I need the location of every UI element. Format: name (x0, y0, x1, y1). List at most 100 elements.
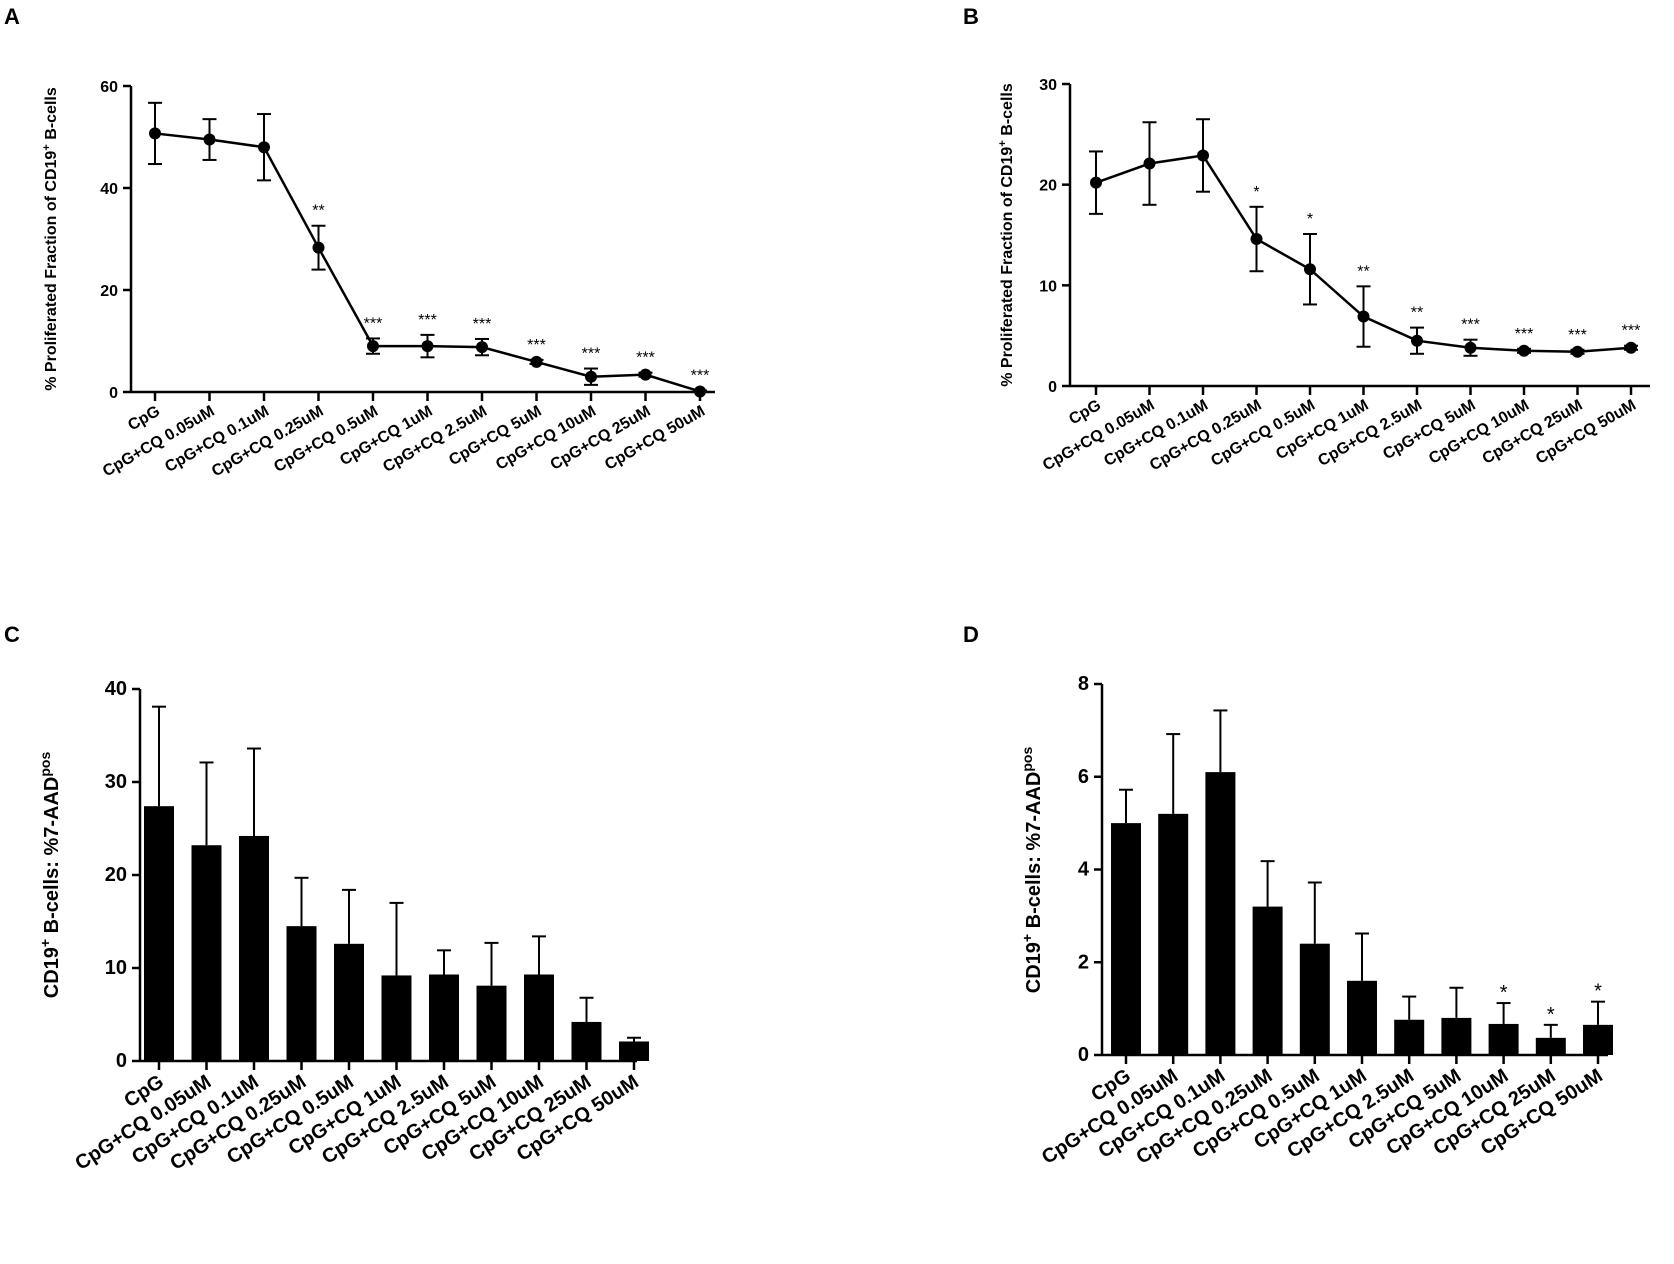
significance-marker: * (1500, 982, 1508, 1004)
y-tick-label: 40 (105, 678, 127, 700)
significance-marker: ** (312, 203, 324, 220)
y-tick-label: 20 (100, 283, 118, 300)
data-point (149, 127, 161, 140)
significance-marker: *** (364, 315, 383, 332)
data-point (421, 340, 434, 353)
y-tick-label: 4 (1078, 859, 1090, 881)
bar (1252, 906, 1283, 1055)
y-tick-label: 30 (105, 771, 127, 793)
data-point (258, 141, 270, 154)
y-axis-label: CD19+ B-cells: %7-AADpos (37, 752, 63, 999)
data-point (585, 370, 597, 383)
significance-marker: *** (636, 350, 655, 367)
y-tick-label: 6 (1078, 766, 1089, 788)
data-point (476, 341, 488, 354)
bar (476, 985, 507, 1061)
bar (1535, 1037, 1566, 1055)
panel-b: B 0 10 20 30 % Proliferated Fraction of CD19+… (963, 4, 1650, 474)
y-axis-label: % Proliferated Fraction of CD19+ B-cells (41, 87, 60, 391)
significance-marker: * (1307, 211, 1313, 228)
y-axis-label-superscript: + (997, 140, 1009, 147)
significance-marker: *** (1568, 327, 1587, 344)
y-tick-label: 20 (105, 864, 127, 886)
y-tick-label: 0 (116, 1050, 127, 1072)
bar (429, 974, 459, 1061)
bar (1441, 1017, 1472, 1055)
y-tick-label: 0 (109, 385, 118, 402)
y-axis-label-superscript: pos (37, 752, 53, 777)
x-category-label: CpG+CQ 50uM (602, 403, 708, 474)
bar (1299, 943, 1330, 1055)
bar (239, 835, 269, 1061)
significance-marker: * (1547, 1004, 1555, 1026)
significance-marker: *** (1461, 317, 1480, 334)
bar (334, 943, 364, 1061)
y-tick-label: 10 (105, 957, 127, 979)
y-tick-label: 2 (1078, 951, 1089, 973)
data-point (1304, 263, 1316, 276)
bar (619, 1041, 649, 1061)
bar (524, 974, 554, 1061)
significance-marker: * (1253, 184, 1259, 201)
data-point (1090, 176, 1102, 189)
panel-a: A 0 20 40 60 % Proliferated Fraction of CD19+… (4, 4, 715, 480)
data-point (694, 385, 706, 398)
data-point (1143, 157, 1156, 170)
y-axis-label-superscript: + (1019, 934, 1035, 942)
y-tick-label: 60 (100, 79, 118, 96)
data-point (312, 241, 325, 254)
data-point (1411, 334, 1423, 347)
x-category-label: CpG (1066, 397, 1104, 429)
significance-marker: * (1594, 981, 1602, 1003)
y-axis-label-part: B-cells: %7-AAD (1023, 772, 1045, 934)
data-point (530, 355, 543, 368)
data-point (367, 340, 379, 353)
y-tick-label: 20 (1039, 178, 1057, 195)
significance-marker: *** (473, 316, 492, 333)
bar (1158, 813, 1189, 1055)
significance-marker: *** (582, 346, 601, 363)
panel-letter: D (963, 622, 979, 647)
y-tick-label: 8 (1078, 673, 1089, 695)
y-axis-label: CD19+ B-cells: %7-AADpos (1019, 747, 1045, 994)
y-axis-label-superscript: + (41, 144, 53, 151)
y-axis-label-superscript: + (37, 939, 53, 947)
y-axis-label-superscript: pos (1019, 747, 1035, 772)
y-axis-label-part: B-cells (43, 87, 60, 144)
significance-marker: *** (691, 367, 710, 384)
bar (1205, 772, 1236, 1055)
significance-marker: *** (527, 337, 546, 354)
panel-letter: A (4, 4, 20, 29)
panel-letter: C (4, 622, 20, 647)
y-axis-label-part: CD19 (41, 947, 63, 998)
significance-marker: *** (418, 312, 437, 329)
bar (191, 845, 222, 1061)
data-point (1625, 341, 1637, 354)
bar (144, 806, 174, 1061)
bar (1394, 1019, 1425, 1055)
bar (381, 975, 412, 1061)
data-point (1518, 344, 1530, 357)
bar (1583, 1024, 1613, 1055)
bar (1488, 1023, 1519, 1055)
data-point (1250, 233, 1263, 246)
y-tick-label: 40 (100, 181, 118, 198)
significance-marker: ** (1357, 263, 1369, 280)
data-point (1357, 310, 1370, 323)
y-tick-label: 0 (1078, 1044, 1089, 1066)
significance-marker: *** (1622, 323, 1641, 340)
data-point (1464, 341, 1477, 354)
y-axis-label-part: B-cells: %7-AAD (41, 777, 63, 939)
data-point (1197, 149, 1209, 162)
y-tick-label: 10 (1039, 278, 1057, 295)
x-category-label: CpG (125, 403, 163, 435)
data-point (639, 368, 652, 381)
bar (286, 926, 317, 1061)
y-axis-label-part: B-cells (999, 83, 1016, 140)
bar (1111, 823, 1141, 1055)
y-tick-label: 0 (1048, 379, 1057, 396)
data-point (1571, 345, 1584, 358)
